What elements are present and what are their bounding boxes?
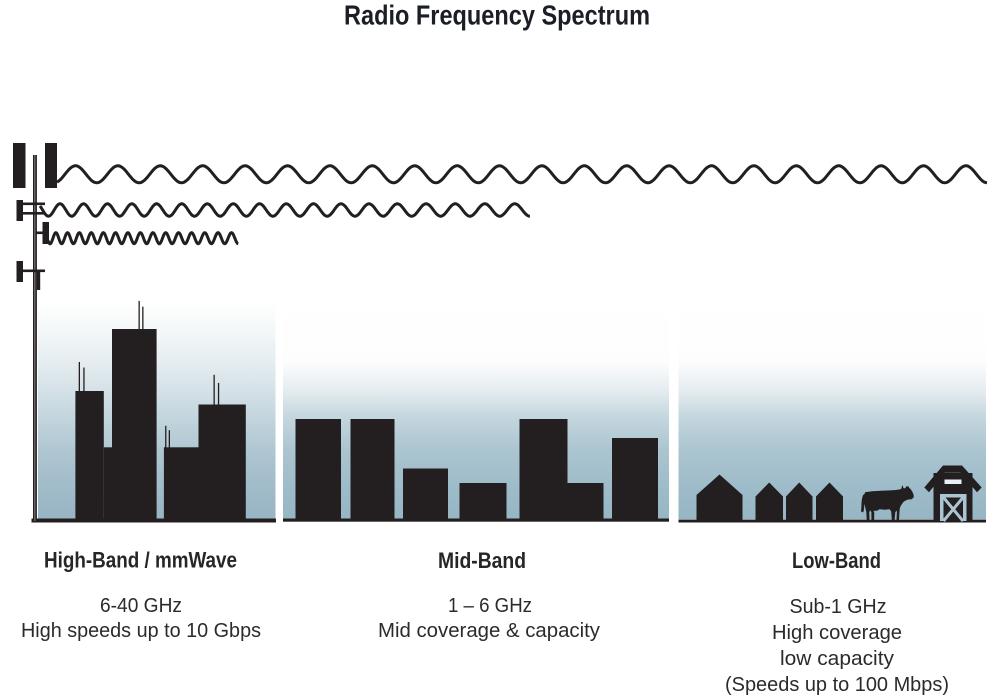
svg-text:Mid coverage & capacity: Mid coverage & capacity	[378, 619, 601, 642]
svg-text:(Speeds up to 100 Mbps): (Speeds up to 100 Mbps)	[725, 673, 949, 696]
svg-text:High-Band / mmWave: High-Band / mmWave	[44, 548, 237, 573]
svg-text:Radio Frequency Spectrum: Radio Frequency Spectrum	[344, 0, 650, 31]
svg-text:low capacity: low capacity	[780, 647, 895, 670]
svg-text:1 – 6 GHz: 1 – 6 GHz	[448, 594, 532, 617]
svg-text:High coverage: High coverage	[772, 621, 902, 644]
svg-text:High speeds up to 10 Gbps: High speeds up to 10 Gbps	[21, 619, 261, 642]
svg-text:Sub-1 GHz: Sub-1 GHz	[790, 595, 887, 618]
svg-text:Mid-Band: Mid-Band	[438, 548, 526, 573]
svg-text:6-40 GHz: 6-40 GHz	[100, 594, 182, 617]
svg-text:Low-Band: Low-Band	[792, 548, 881, 573]
